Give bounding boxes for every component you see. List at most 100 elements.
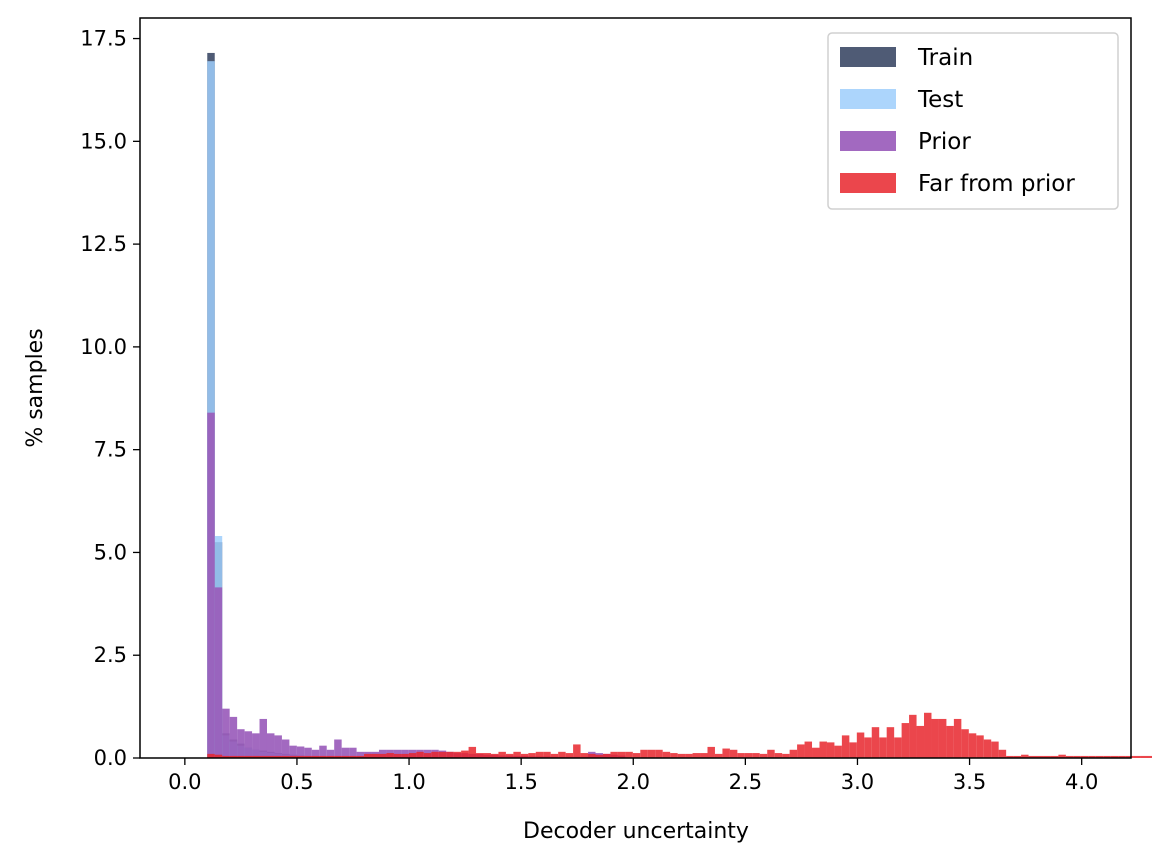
y-axis: 0.0 2.5 5.0 7.5 10.0 12.5 15.0 17.5 [80, 27, 140, 770]
histogram-bar [588, 753, 596, 758]
legend-label: Prior [918, 129, 971, 155]
histogram-bar [610, 751, 618, 758]
histogram-bar [237, 729, 245, 758]
histogram-bar [1103, 755, 1111, 758]
histogram-bar [453, 751, 462, 758]
histogram-bar [602, 753, 611, 758]
histogram-bar [1133, 755, 1141, 758]
histogram-bar [476, 753, 484, 758]
histogram-bar [670, 753, 678, 758]
histogram-bar [259, 718, 267, 758]
histogram-bar [520, 753, 529, 758]
y-tick-label: 5.0 [94, 540, 127, 564]
histogram-bar [916, 725, 925, 758]
histogram-bar [386, 753, 394, 758]
histogram-bar [296, 755, 305, 758]
histogram-bar [274, 755, 282, 758]
histogram-bar [595, 754, 603, 758]
histogram-bar [281, 739, 290, 758]
histogram-bar [692, 753, 701, 758]
histogram-bar [214, 587, 223, 758]
histogram-bar [304, 747, 312, 758]
histogram-bar [252, 755, 260, 758]
histogram-bar [438, 751, 447, 758]
histogram-bar [752, 753, 760, 758]
x-tick-label: 1.5 [504, 770, 537, 794]
histogram-bar [222, 755, 230, 758]
series-train [207, 52, 335, 758]
histogram-bar [744, 753, 753, 758]
histogram-bar [580, 753, 589, 758]
histogram-bar [207, 753, 215, 758]
histogram-bar [782, 753, 790, 758]
histogram-bar [349, 747, 357, 758]
histogram-bar [341, 747, 350, 758]
histogram-bar [789, 749, 798, 758]
histogram-bar [1088, 755, 1096, 758]
histogram-bar [483, 753, 491, 758]
histogram-bar [909, 714, 917, 758]
histogram-bar [886, 727, 895, 758]
histogram-bar [207, 61, 215, 759]
histogram-bar [968, 733, 977, 758]
histogram-bar [617, 751, 626, 758]
histogram-bar [804, 741, 813, 758]
histogram-bar [401, 753, 409, 758]
histogram-bar [931, 718, 939, 758]
histogram-bar [1028, 755, 1037, 758]
histogram-bar [834, 745, 842, 758]
histogram-bar [311, 755, 320, 758]
x-tick-label: 0.0 [168, 770, 201, 794]
histogram-bar [364, 753, 372, 758]
histogram-bar [468, 746, 477, 758]
histogram-bar [655, 749, 663, 758]
legend-swatch [840, 47, 896, 67]
histogram-bar [289, 755, 297, 758]
histogram-bar [222, 708, 230, 758]
x-tick-label: 0.5 [280, 770, 313, 794]
y-tick-label: 7.5 [94, 438, 127, 462]
histogram-bar [976, 735, 984, 758]
histogram-bar [573, 744, 581, 758]
histogram-bar [423, 753, 432, 758]
histogram-bar [953, 718, 962, 758]
histogram-bar [864, 737, 872, 758]
histogram-bar [311, 749, 320, 758]
histogram-bar [416, 751, 424, 758]
y-tick-label: 0.0 [94, 746, 127, 770]
histogram-bar [938, 718, 947, 758]
histogram-bar [446, 751, 454, 758]
x-tick-label: 1.0 [392, 770, 425, 794]
histogram-bar [513, 751, 521, 758]
histogram-bar [1147, 755, 1152, 758]
legend-box [827, 32, 1119, 210]
x-tick-label: 2.0 [617, 770, 650, 794]
histogram-bar [1065, 755, 1074, 758]
histogram-bar [431, 751, 439, 758]
histogram-bar [498, 751, 506, 758]
histogram-bar [490, 753, 499, 758]
histogram-bar [207, 412, 215, 758]
histogram-bar [625, 751, 633, 758]
histogram-bar [871, 727, 880, 758]
series-prior [207, 412, 626, 758]
histogram-bar [819, 741, 827, 758]
histogram-bar [759, 753, 768, 758]
histogram-bar [334, 739, 342, 758]
x-axis-label: Decoder uncertainty [523, 819, 749, 844]
histogram-bar [326, 749, 335, 758]
histogram-bar [722, 748, 730, 758]
histogram-bar [1095, 755, 1104, 758]
histogram-bar [319, 745, 327, 758]
x-tick-label: 3.5 [953, 770, 986, 794]
series-far-from-prior [207, 712, 1152, 758]
histogram-bar [252, 733, 260, 758]
histogram-bar [826, 742, 835, 758]
histogram-bar [326, 755, 335, 758]
histogram-bar [237, 755, 245, 758]
histogram-bar [998, 749, 1007, 758]
histogram-bar [812, 747, 820, 758]
histogram-bar [266, 733, 275, 758]
histogram-bar [565, 753, 574, 758]
histogram-bar [662, 751, 671, 758]
